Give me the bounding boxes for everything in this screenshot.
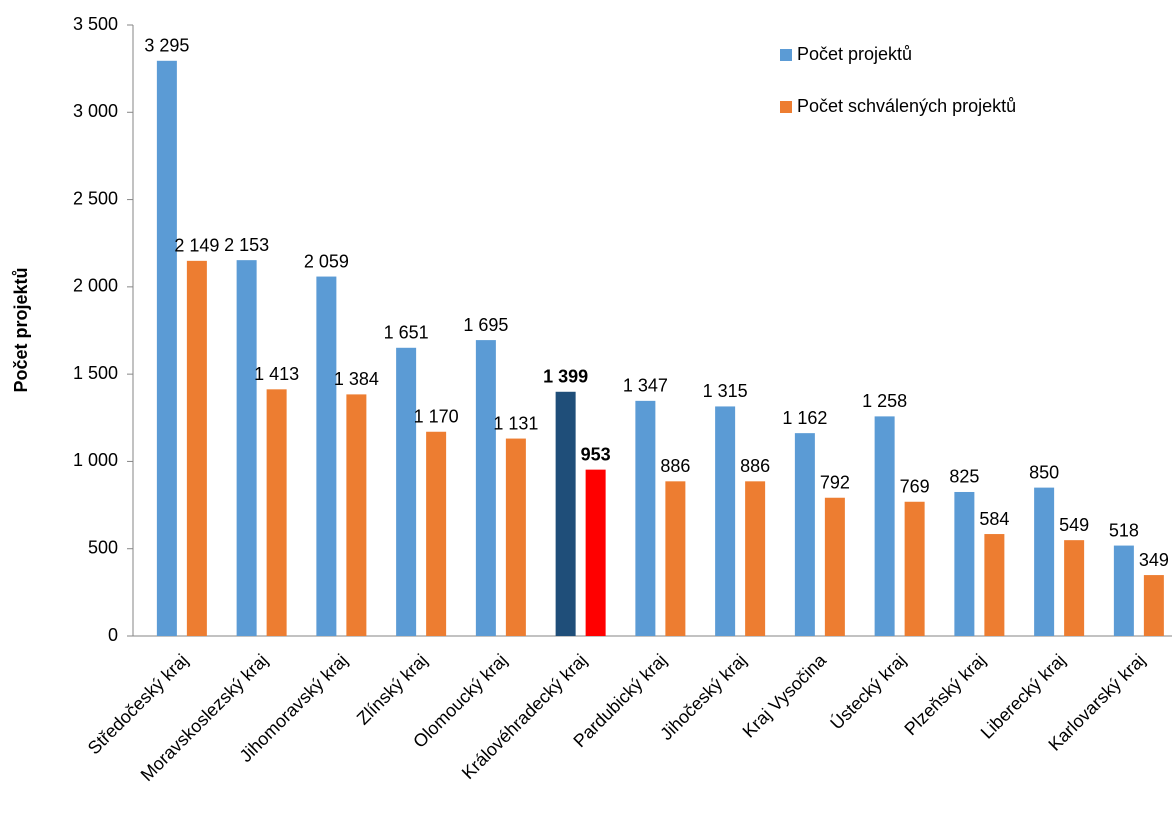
bar [635, 400, 656, 636]
y-tick-label: 0 [108, 625, 118, 645]
bar [904, 501, 925, 636]
value-label: 549 [1059, 515, 1089, 535]
y-tick-label: 500 [88, 537, 118, 557]
value-label: 953 [581, 444, 611, 464]
legend-label: Počet schválených projektů [797, 96, 1016, 116]
bar [794, 433, 815, 636]
bar [346, 394, 367, 636]
x-tick-label: Ústecký kraj [826, 649, 910, 733]
value-label: 886 [740, 456, 770, 476]
bar [954, 491, 975, 636]
y-tick-label: 2 000 [73, 276, 118, 296]
bar [186, 260, 207, 636]
value-label: 1 347 [623, 376, 668, 396]
value-label: 2 059 [304, 251, 349, 271]
bar [316, 276, 337, 636]
value-label: 1 162 [782, 408, 827, 428]
value-label: 3 295 [144, 36, 189, 56]
bar [156, 60, 177, 636]
value-label: 1 315 [703, 381, 748, 401]
bar [396, 347, 417, 636]
y-tick-label: 1 500 [73, 363, 118, 383]
value-label: 825 [949, 467, 979, 487]
bar [874, 416, 895, 636]
bar [745, 481, 766, 636]
bar [824, 497, 845, 636]
value-label: 886 [660, 456, 690, 476]
value-label: 1 384 [334, 369, 379, 389]
value-label: 2 149 [174, 236, 219, 256]
value-label: 1 413 [254, 364, 299, 384]
bar [1034, 487, 1055, 636]
value-label: 792 [820, 472, 850, 492]
value-label: 1 651 [384, 323, 429, 343]
bar [1143, 575, 1164, 636]
bar [1064, 540, 1085, 636]
bar [715, 406, 736, 636]
y-tick-label: 3 500 [73, 14, 118, 34]
bar [266, 389, 287, 636]
bar [984, 534, 1005, 636]
value-label: 518 [1109, 520, 1139, 540]
y-tick-label: 2 500 [73, 188, 118, 208]
bar [236, 260, 257, 636]
value-label: 769 [900, 477, 930, 497]
value-label: 1 170 [414, 407, 459, 427]
value-label: 2 153 [224, 235, 269, 255]
legend-swatch [780, 49, 792, 61]
value-label: 584 [979, 509, 1009, 529]
bar [426, 431, 447, 636]
value-label: 850 [1029, 462, 1059, 482]
bar [475, 340, 496, 636]
value-label: 1 258 [862, 391, 907, 411]
y-tick-label: 1 000 [73, 450, 118, 470]
bar [505, 438, 526, 636]
bar [585, 469, 606, 636]
x-tick-label: Kraj Vysočina [739, 649, 831, 741]
value-label: 1 131 [493, 413, 538, 433]
y-tick-label: 3 000 [73, 101, 118, 121]
x-tick-label: Plzeňský kraj [900, 650, 989, 739]
x-tick-label: Zlínský kraj [353, 650, 431, 728]
value-label: 1 695 [463, 315, 508, 335]
legend-swatch [780, 101, 792, 113]
legend-label: Počet projektů [797, 44, 912, 64]
bar [1113, 545, 1134, 636]
value-label: 1 399 [543, 367, 588, 387]
y-axis-label: Počet projektů [11, 267, 31, 392]
value-label: 349 [1139, 550, 1169, 570]
bar [665, 481, 686, 636]
bar [555, 391, 576, 636]
